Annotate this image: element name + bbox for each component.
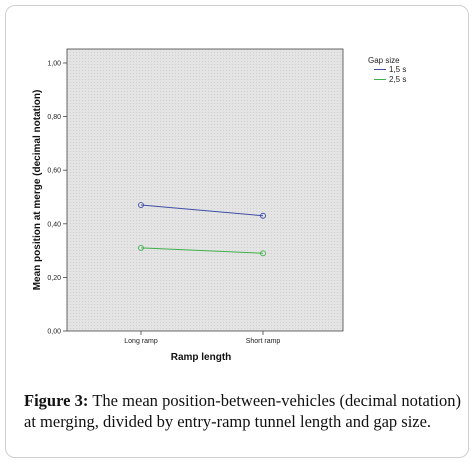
y-tick-label: 0,60 [47, 168, 61, 175]
series-line [140, 247, 264, 254]
y-axis-title: Mean position at merge (decimal notation… [32, 90, 43, 291]
caption-label: Figure 3: [24, 391, 89, 410]
series-line [140, 204, 264, 217]
y-tick-label: 0,00 [47, 329, 61, 336]
x-axis: Long ramp Short ramp [124, 331, 280, 345]
y-tick-label: 0,80 [47, 114, 61, 121]
y-tick-label: 1,00 [47, 61, 61, 68]
legend-label: 1,5 s [389, 65, 406, 74]
data-point [260, 250, 266, 257]
x-tick-label: Long ramp [124, 338, 158, 345]
x-tick-label: Short ramp [246, 338, 281, 345]
data-point [138, 244, 144, 251]
x-axis-title: Ramp length [171, 352, 232, 363]
data-point [138, 202, 144, 208]
series-group [138, 202, 266, 257]
y-tick-label: 0,40 [47, 221, 61, 228]
data-point [260, 212, 266, 219]
line-chart: 0,00 0,20 0,40 0,60 0,80 1,00 Long ramp Short … [32, 48, 406, 363]
legend-title: Gap size [368, 56, 400, 65]
legend: Gap size 1,5 s2,5 s [368, 56, 406, 84]
y-axis: 0,00 0,20 0,40 0,60 0,80 1,00 [47, 61, 67, 336]
caption-text: The mean position-between-vehicles (deci… [24, 391, 462, 431]
y-tick-label: 0,20 [47, 275, 61, 282]
plot-area [66, 48, 344, 332]
figure-caption: Figure 3: The mean position-between-vehi… [24, 390, 461, 432]
legend-label: 2,5 s [389, 75, 406, 84]
